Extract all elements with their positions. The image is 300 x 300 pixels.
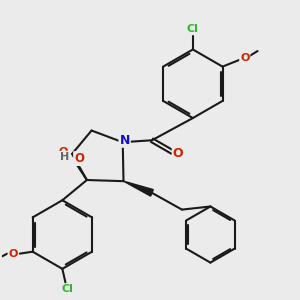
Text: N: N	[119, 134, 130, 147]
Text: Cl: Cl	[61, 284, 73, 295]
Text: H: H	[60, 152, 69, 162]
Text: O: O	[240, 53, 249, 63]
Text: O: O	[173, 147, 183, 161]
Polygon shape	[124, 181, 153, 196]
Text: Cl: Cl	[187, 24, 199, 34]
Text: O: O	[74, 152, 84, 165]
Text: O: O	[8, 249, 18, 259]
Text: O: O	[59, 147, 68, 157]
